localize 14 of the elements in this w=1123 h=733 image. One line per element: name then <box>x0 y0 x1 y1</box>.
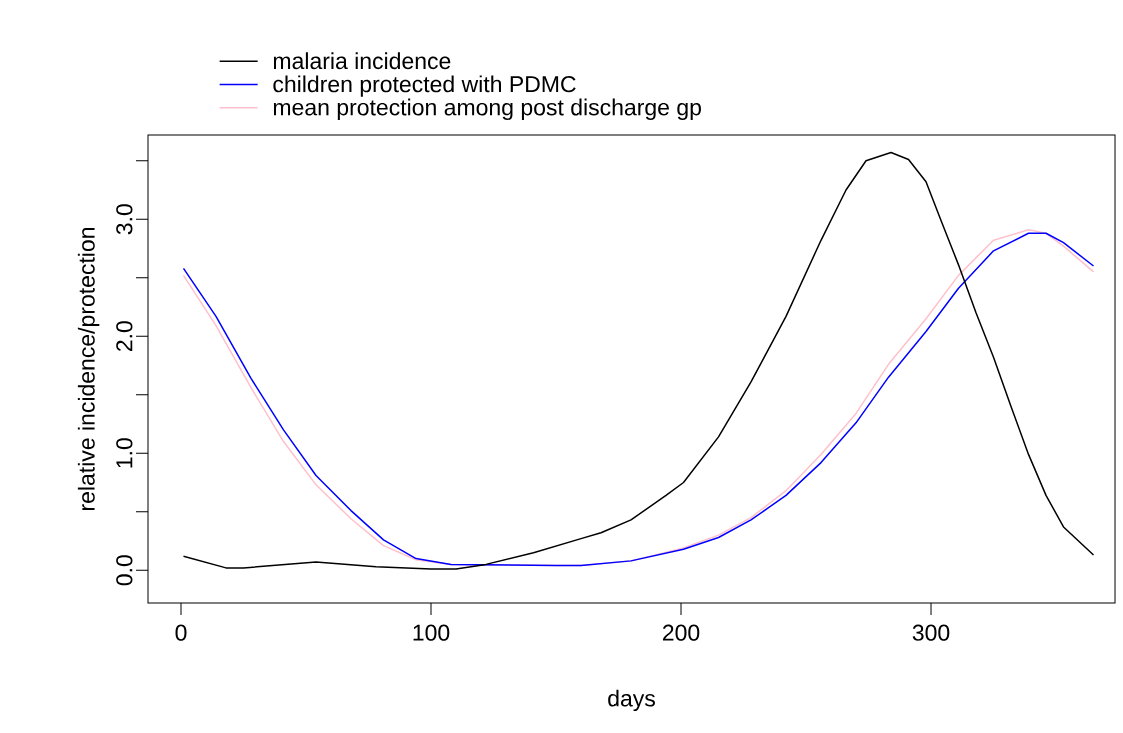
legend-label: malaria incidence <box>273 52 451 70</box>
x-tick-label: 200 <box>662 624 700 641</box>
x-tick-label: 300 <box>912 624 950 641</box>
y-tick-label: 0.0 <box>116 555 133 586</box>
y-axis-title: relative incidence/protection <box>77 227 100 511</box>
x-tick-label: 100 <box>413 624 450 641</box>
legend-label: mean protection among post discharge gp <box>273 98 701 121</box>
x-tick-label: 0 <box>175 624 187 641</box>
y-tick-label: 3.0 <box>116 204 133 235</box>
line-series <box>182 151 1095 570</box>
x-axis-title: days <box>608 689 655 712</box>
y-tick-label: 2.0 <box>116 321 133 352</box>
legend-label: children protected with PDMC <box>273 75 576 97</box>
y-tick-label: 1.0 <box>116 438 133 468</box>
